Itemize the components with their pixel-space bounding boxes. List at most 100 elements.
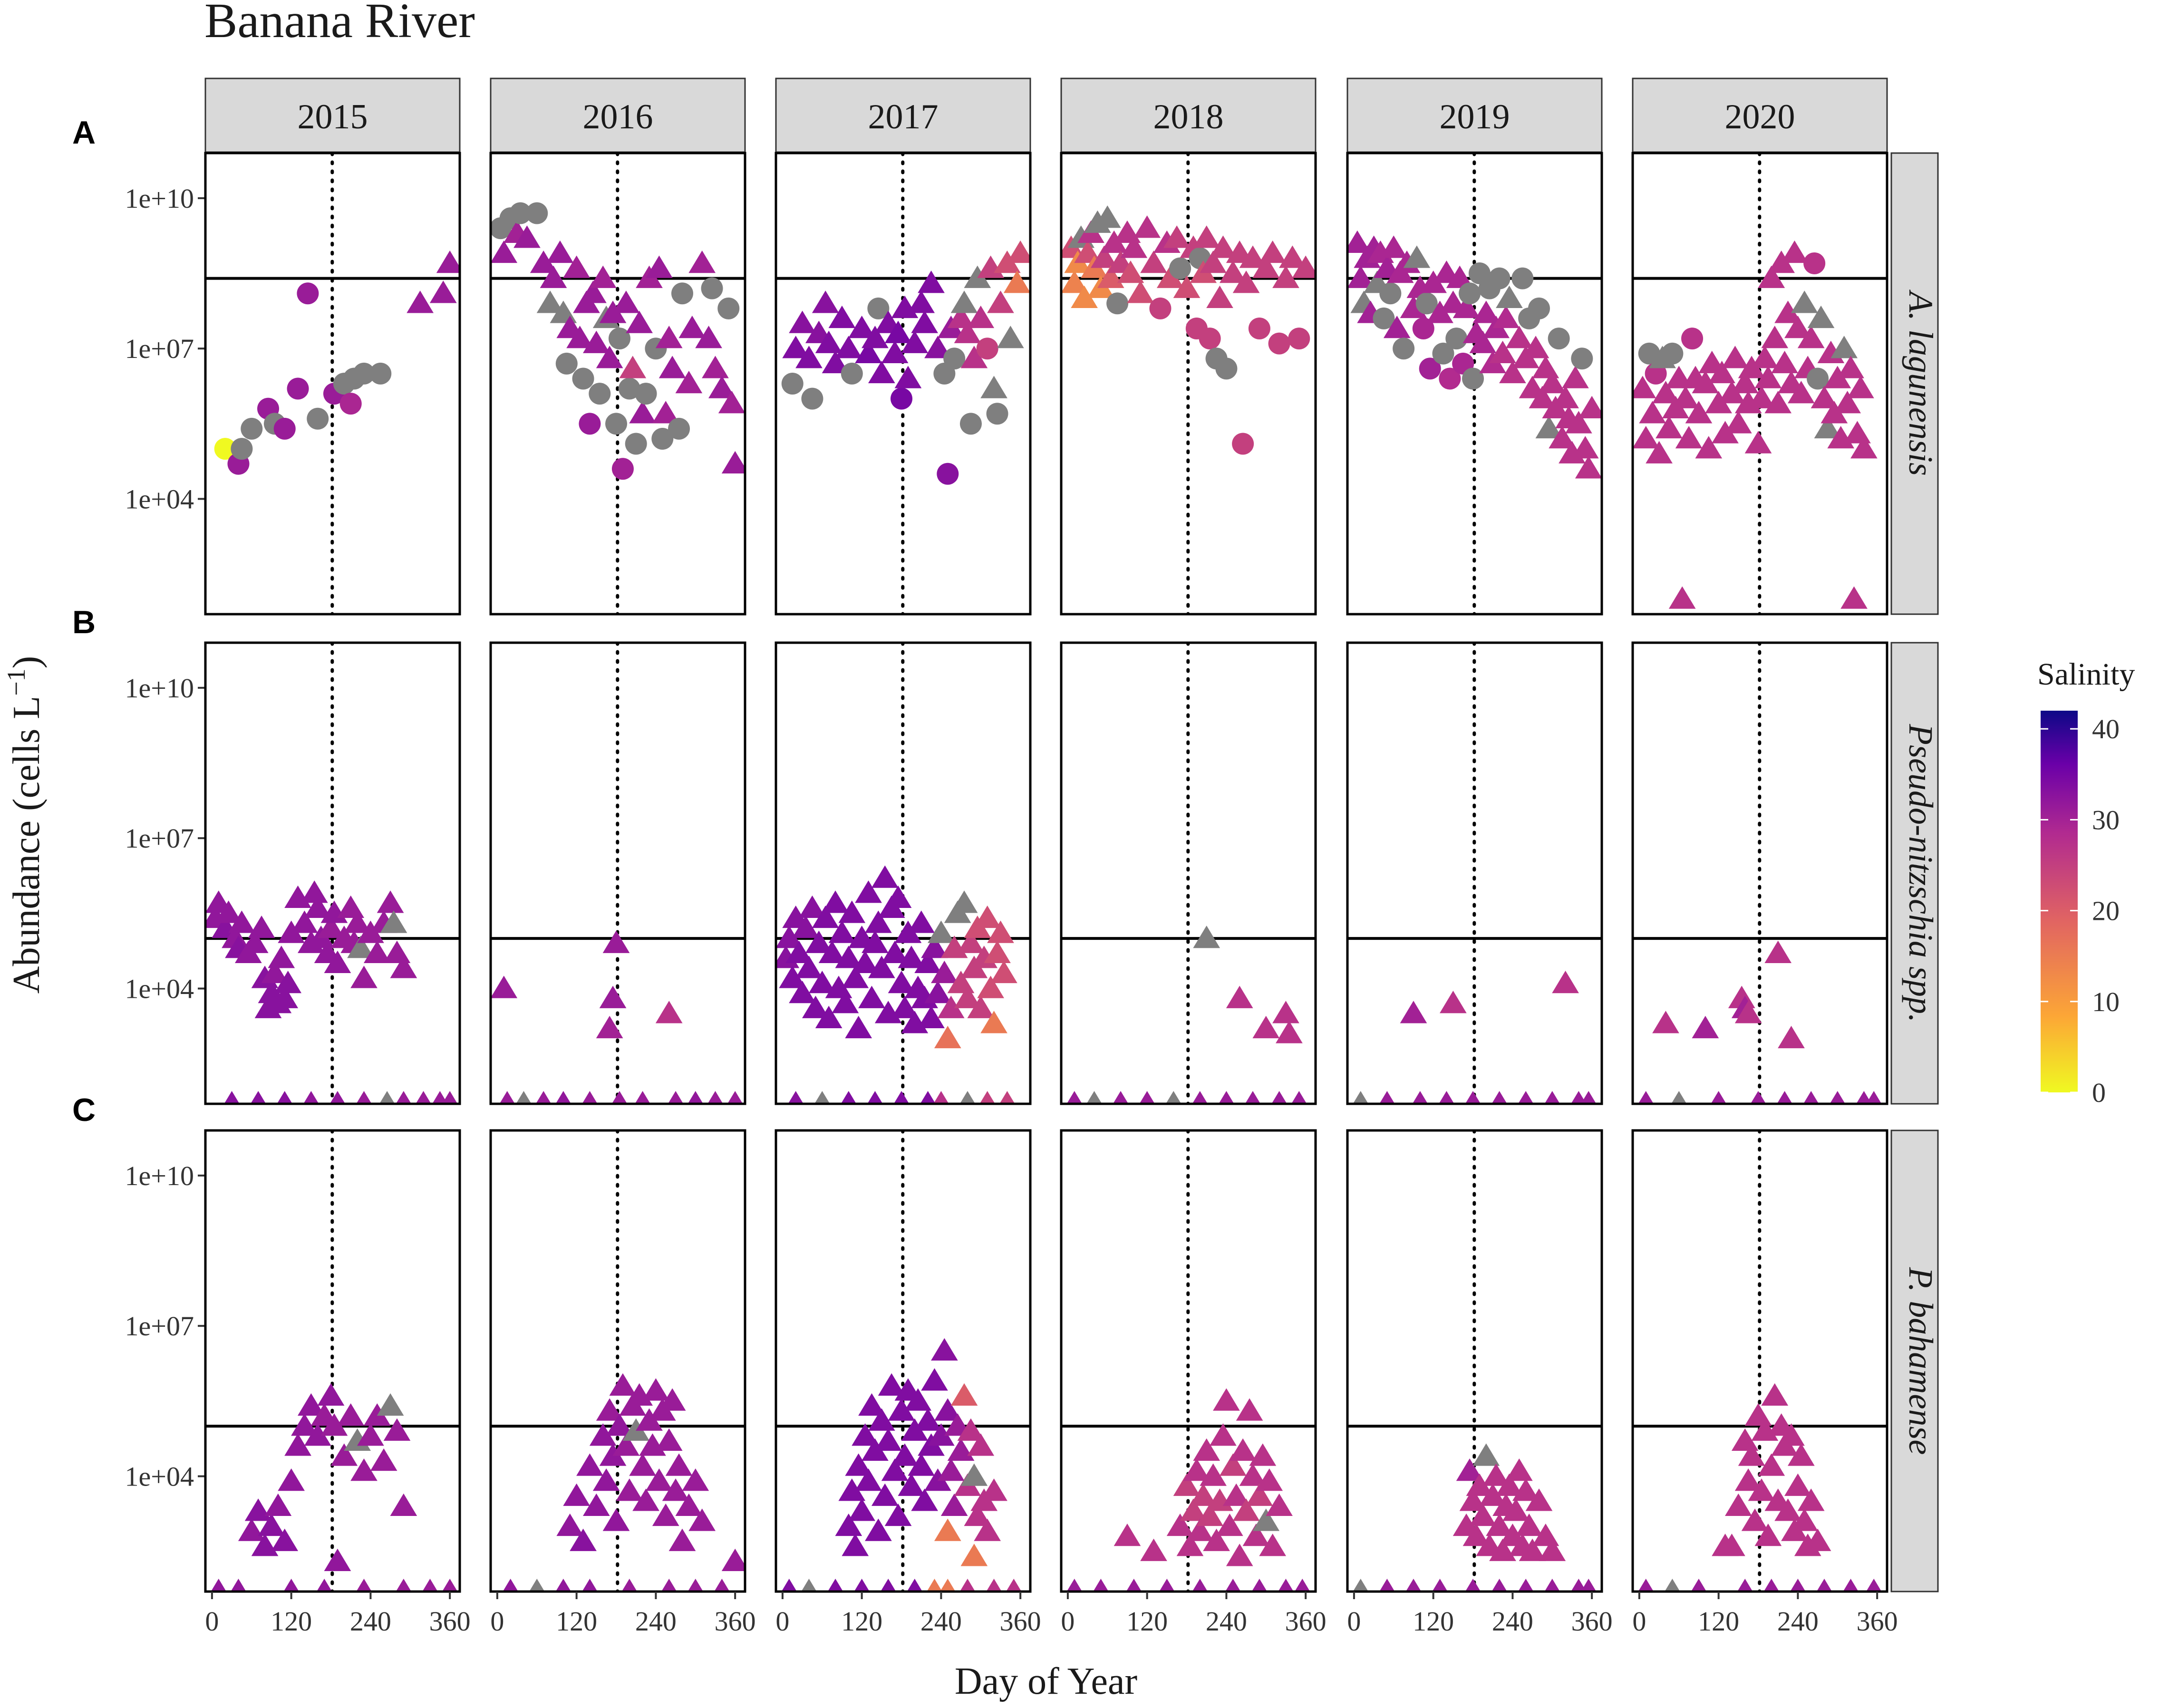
point-triangle	[1754, 366, 1782, 388]
panel-border	[489, 641, 746, 1105]
point-triangle	[959, 1091, 976, 1104]
point-triangle	[1731, 371, 1759, 394]
point-triangle	[1271, 1091, 1287, 1104]
point-triangle	[317, 915, 345, 938]
panel-C-2017: 0 120 240 360	[775, 1129, 1041, 1637]
point-triangle	[1758, 1453, 1785, 1476]
point-circle	[214, 438, 236, 460]
point-triangle	[1219, 1453, 1247, 1476]
panel-background	[491, 153, 745, 614]
point-triangle	[1496, 1473, 1523, 1496]
panel-border	[775, 152, 1032, 616]
point-triangle	[609, 1373, 637, 1396]
point-triangle	[1259, 1534, 1287, 1556]
panel-border	[1631, 1129, 1888, 1593]
point-triangle	[1834, 391, 1861, 414]
x-tick-label: 120	[1413, 1606, 1454, 1637]
point-triangle	[908, 1453, 935, 1476]
point-triangle	[842, 1534, 869, 1556]
point-triangle	[1133, 215, 1161, 238]
point-circle	[1459, 282, 1481, 305]
points	[205, 153, 460, 614]
point-triangle	[907, 1579, 923, 1592]
panel-letter-A: A	[72, 115, 96, 151]
point-triangle	[357, 920, 384, 943]
point-triangle	[1763, 1579, 1780, 1592]
x-tick-label: 0	[1347, 1606, 1361, 1637]
point-triangle	[224, 1091, 240, 1104]
point-triangle	[1276, 1021, 1303, 1043]
point-triangle	[1774, 1498, 1801, 1521]
point-triangle	[513, 225, 541, 248]
point-triangle	[248, 915, 275, 938]
point-triangle	[1489, 340, 1516, 363]
point-triangle	[789, 981, 816, 1004]
point-triangle	[277, 1091, 292, 1104]
point-triangle	[901, 330, 929, 353]
legend-tick-label: 10	[2092, 986, 2120, 1017]
point-triangle	[646, 255, 673, 278]
point-triangle	[695, 326, 722, 348]
point-triangle	[707, 1091, 723, 1104]
point-triangle	[960, 346, 988, 368]
point-triangle	[258, 1513, 285, 1536]
point-triangle	[347, 936, 374, 958]
panel-border	[1346, 641, 1603, 1105]
point-triangle	[1518, 1091, 1534, 1104]
x-tick-label: 240	[1777, 1606, 1819, 1637]
point-triangle	[1856, 1091, 1872, 1104]
point-triangle	[1571, 1579, 1587, 1592]
panel-B-2018	[1060, 641, 1317, 1105]
x-tick-label: 0	[775, 1606, 789, 1637]
point-triangle	[838, 1478, 866, 1501]
point-triangle	[928, 920, 955, 943]
point-triangle	[1778, 1025, 1805, 1049]
point-triangle	[908, 290, 935, 313]
point-triangle	[1807, 305, 1835, 328]
point-triangle	[1066, 1579, 1082, 1592]
point-triangle	[317, 1383, 345, 1406]
point-triangle	[1734, 1468, 1762, 1491]
point-triangle	[1251, 1579, 1268, 1592]
point-triangle	[1804, 1528, 1831, 1551]
point-triangle	[1140, 250, 1167, 273]
point-triangle	[602, 1508, 630, 1531]
panel-background	[205, 643, 460, 1104]
point-triangle	[1266, 1493, 1293, 1516]
species-strip	[1890, 1129, 1939, 1592]
point-triangle	[1552, 386, 1579, 408]
point-triangle	[802, 995, 829, 1018]
points	[776, 1130, 1030, 1592]
y-tick-label: 1e+07	[125, 823, 194, 854]
point-triangle	[612, 290, 640, 313]
point-triangle	[987, 920, 1014, 943]
point-triangle	[1071, 285, 1098, 309]
point-triangle	[1748, 386, 1775, 408]
point-triangle	[1581, 1579, 1597, 1592]
point-triangle	[862, 930, 889, 953]
point-circle	[841, 362, 863, 385]
point-triangle	[852, 950, 879, 974]
point-triangle	[655, 1001, 683, 1023]
x-tick-label: 240	[920, 1606, 962, 1637]
point-triangle	[964, 1503, 991, 1526]
y-axis-label-main: Abundance (cells L	[6, 696, 48, 994]
point-triangle	[665, 1453, 693, 1476]
point-triangle	[1539, 1538, 1566, 1561]
x-axis-label: Day of Year	[955, 1660, 1137, 1702]
panel-B-2015	[204, 641, 461, 1105]
points	[491, 153, 745, 614]
point-triangle	[291, 1413, 318, 1436]
point-triangle	[602, 930, 630, 953]
point-triangle	[1242, 1524, 1270, 1546]
point-triangle	[390, 1493, 417, 1516]
point-triangle	[1491, 1091, 1507, 1104]
point-triangle	[933, 1091, 949, 1104]
point-triangle	[1200, 1463, 1227, 1486]
point-triangle	[1353, 1579, 1368, 1592]
point-triangle	[1486, 1513, 1513, 1536]
point-circle	[1393, 338, 1415, 360]
point-triangle	[555, 1579, 571, 1592]
point-triangle	[891, 1443, 919, 1466]
